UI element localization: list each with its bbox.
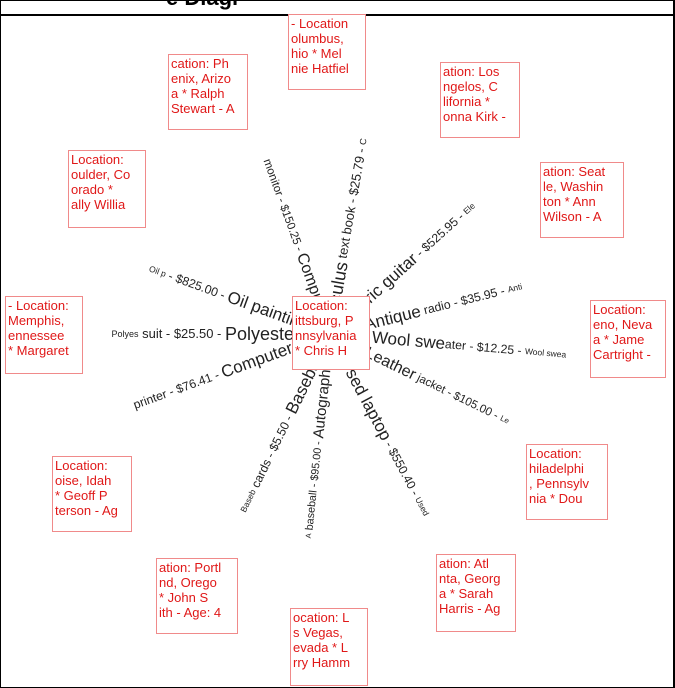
location-line: olumbus, [291, 31, 344, 46]
spoke-detail: baseball - $95.00 - [303, 438, 325, 534]
location-line: nnsylvania [295, 328, 357, 343]
location-box-memphis[interactable]: - Location: Memphis, ennessee * Margaret [5, 296, 83, 374]
location-line: Location: [71, 152, 124, 167]
location-line: * John S [159, 590, 209, 605]
spoke-label-sweater: Wool sweater - $12.25 - Wool swea [371, 328, 567, 364]
location-line: * Geoff P [55, 488, 108, 503]
spoke-name: Computer [219, 339, 296, 382]
spoke-detail: radio - $35.95 - [419, 283, 510, 318]
location-box-seattle[interactable]: ation: Seat le, Washin ton * Ann Wilson … [540, 162, 624, 238]
spoke-detail: cards - $5.50 - [247, 410, 297, 493]
location-line: oulder, Co [71, 167, 131, 182]
location-line: hio * Mel [291, 46, 342, 61]
location-box-portland[interactable]: ation: Portl nd, Orego * John S ith - Ag… [156, 558, 238, 634]
location-line: ation: Seat [543, 164, 606, 179]
spoke-tail: Wool swea [525, 346, 567, 360]
location-line: * Chris H [295, 343, 348, 358]
location-box-atlanta[interactable]: ation: Atl nta, Georg a * Sarah Harris -… [436, 554, 516, 632]
spoke-tail: A [304, 533, 313, 539]
location-line: a * Jame [593, 332, 645, 347]
location-line: oise, Idah [55, 473, 112, 488]
location-line: - Location: [8, 298, 69, 313]
location-line: Location: [55, 458, 108, 473]
location-box-phoenix[interactable]: cation: Ph enix, Arizo a * Ralph Stewart… [168, 54, 248, 130]
location-line: Stewart - A [171, 101, 235, 116]
spoke-detail: ater - $12.25 - [444, 337, 525, 358]
location-line: nie Hatfiel [291, 61, 349, 76]
spoke-tail: Polyes [112, 329, 140, 339]
location-line: ittsburg, P [295, 313, 354, 328]
spoke-label-polyester: Polyes suit - $25.50 - Polyester [112, 324, 300, 344]
spoke-detail: printer - $76.41 - [131, 367, 224, 412]
spoke-detail: monitor - $150.25 - [260, 157, 306, 256]
location-line: Location: [593, 302, 646, 317]
location-line: Location: [295, 298, 348, 313]
location-box-boise[interactable]: Location: oise, Idah * Geoff P terson - … [52, 456, 132, 532]
spoke-detail: suit - $25.50 - [139, 326, 225, 341]
location-line: a * Sarah [439, 586, 494, 601]
location-line: s Vegas, [293, 625, 343, 640]
location-line: lifornia * [443, 94, 490, 109]
location-line: ton * Ann [543, 194, 596, 209]
location-line: rry Hamm [293, 655, 351, 670]
location-line: orado * [71, 182, 113, 197]
location-line: , Pennsylv [529, 476, 589, 491]
diagram-title: e Diagr [166, 0, 241, 11]
location-line: evada * L [293, 640, 348, 655]
spoke-detail: - $825.00 - [163, 268, 230, 304]
location-line: ation: Portl [159, 560, 222, 575]
location-line: hiladelphi [529, 461, 584, 476]
location-line: * Margaret [8, 343, 69, 358]
location-line: ith - Age: 4 [159, 605, 222, 620]
location-box-losangeles[interactable]: ation: Los ngelos, C lifornia * onna Kir… [440, 62, 520, 138]
location-line: le, Washin [543, 179, 604, 194]
spoke-tail: Used [413, 495, 431, 517]
location-line: nd, Orego [159, 575, 217, 590]
location-box-lasvegas[interactable]: ocation: L s Vegas, evada * L rry Hamm [290, 608, 368, 686]
spoke-label-printer: printer - $76.41 - Computer [130, 339, 295, 415]
location-line: terson - Ag [55, 503, 118, 518]
spoke-detail: jacket - $105.00 - [412, 371, 503, 424]
location-line: Cartright - [593, 347, 651, 362]
location-box-center[interactable]: Location: ittsburg, P nnsylvania * Chris… [292, 296, 370, 370]
location-line: ngelos, C [443, 79, 498, 94]
location-line: Wilson - A [543, 209, 602, 224]
location-line: Harris - Ag [439, 601, 501, 616]
location-line: enix, Arizo [171, 71, 231, 86]
spoke-tail: Le [499, 414, 511, 426]
location-line: nta, Georg [439, 571, 501, 586]
location-box-reno[interactable]: Location: eno, Neva a * Jame Cartright - [590, 300, 666, 378]
spoke-detail: - $550.40 - [380, 436, 423, 501]
location-line: Memphis, [8, 313, 65, 328]
location-line: nia * Dou [529, 491, 583, 506]
location-line: Location: [529, 446, 582, 461]
spoke-name: Polyester [225, 324, 300, 344]
location-line: ally Willia [71, 197, 126, 212]
right-border [673, 0, 675, 688]
location-box-boulder[interactable]: Location: oulder, Co orado * ally Willia [68, 150, 146, 228]
location-line: onna Kirk - [443, 109, 506, 124]
location-line: eno, Neva [593, 317, 653, 332]
spoke-tail: Anti [507, 281, 524, 294]
location-line: ocation: L [293, 610, 350, 625]
spoke-detail: - $525.95 - [411, 208, 469, 263]
location-box-columbus[interactable]: - Location olumbus, hio * Mel nie Hatfie… [288, 14, 366, 90]
location-line: a * Ralph [171, 86, 225, 101]
location-line: ation: Atl [439, 556, 489, 571]
location-line: ennessee [8, 328, 65, 343]
spoke-tail: C [358, 137, 369, 146]
location-box-philadelphia[interactable]: Location: hiladelphi , Pennsylv nia * Do… [526, 444, 608, 520]
location-line: cation: Ph [171, 56, 229, 71]
spoke-detail: text book - $25.79 - [334, 144, 369, 264]
location-line: - Location [291, 16, 349, 31]
location-line: ation: Los [443, 64, 500, 79]
